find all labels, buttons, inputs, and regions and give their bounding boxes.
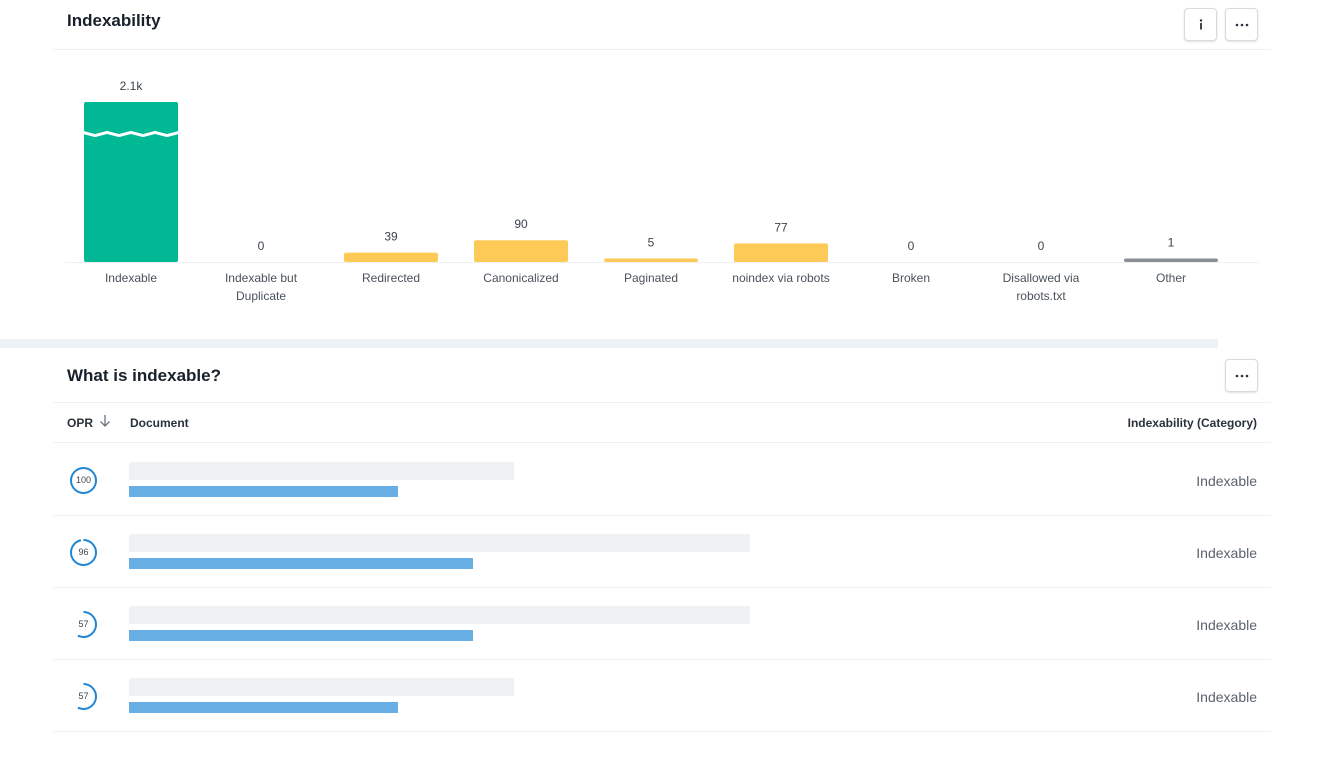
opr-score-ring: 96 xyxy=(69,538,98,567)
section-divider xyxy=(0,339,1218,348)
category-label-8: Other xyxy=(1156,271,1186,285)
document-title-placeholder xyxy=(129,534,750,552)
document-url-link[interactable] xyxy=(129,486,398,497)
opr-score-ring: 57 xyxy=(69,610,98,639)
document-title-placeholder xyxy=(129,678,514,696)
table-header-bar: What is indexable? xyxy=(53,348,1271,403)
bar-8[interactable] xyxy=(1124,258,1218,263)
category-label-2: Redirected xyxy=(362,271,420,285)
value-label-1: 0 xyxy=(258,239,265,253)
opr-value: 100 xyxy=(75,475,92,485)
indexability-chart: 2.1k Indexable 0 Indexable but Duplicate 39 Re… xyxy=(53,50,1271,338)
info-icon xyxy=(1199,19,1203,30)
category-label-5: noindex via robots xyxy=(732,271,829,285)
value-label-2: 39 xyxy=(384,230,398,244)
table-row[interactable]: 96 Indexable xyxy=(53,516,1271,588)
indexability-category-cell: Indexable xyxy=(1196,689,1257,705)
axis-break-mark xyxy=(82,130,180,138)
table-more-button[interactable] xyxy=(1225,359,1258,392)
document-column-header[interactable]: Document xyxy=(130,416,189,430)
category-label-0: Indexable xyxy=(105,271,157,285)
value-label-3: 90 xyxy=(514,217,528,231)
document-url-link[interactable] xyxy=(129,558,473,569)
opr-value: 57 xyxy=(78,619,89,629)
table-row[interactable]: 57 Indexable xyxy=(53,588,1271,660)
opr-value: 57 xyxy=(78,691,89,701)
indexability-card: Indexability 2.1k Indexable 0 Indexable but… xyxy=(53,0,1271,338)
indexability-bar-chart: 2.1k Indexable 0 Indexable but Duplicate 39 Re… xyxy=(65,79,1259,303)
table-title: What is indexable? xyxy=(67,366,221,385)
document-title-placeholder xyxy=(129,462,514,480)
bar-5[interactable] xyxy=(734,243,828,262)
value-label-4: 5 xyxy=(648,236,655,250)
indexability-category-cell: Indexable xyxy=(1196,617,1257,633)
document-url-link[interactable] xyxy=(129,630,473,641)
bar-4[interactable] xyxy=(604,258,698,263)
table-row[interactable]: 100 Indexable xyxy=(53,444,1271,516)
opr-header-label: OPR xyxy=(67,416,94,430)
indexability-category-cell: Indexable xyxy=(1196,545,1257,561)
document-title-placeholder xyxy=(129,606,750,624)
info-button[interactable] xyxy=(1184,8,1217,41)
opr-score-ring: 100 xyxy=(69,466,98,495)
opr-column-header[interactable]: OPR xyxy=(67,403,111,443)
category-label-6: Broken xyxy=(892,271,930,285)
value-label-6: 0 xyxy=(908,239,915,253)
indexability-more-button[interactable] xyxy=(1225,8,1258,41)
document-url-link[interactable] xyxy=(129,702,398,713)
table-row[interactable]: 57 Indexable xyxy=(53,660,1271,732)
arrow-down-icon xyxy=(99,403,111,443)
bar-0[interactable] xyxy=(84,102,178,262)
value-label-8: 1 xyxy=(1168,236,1175,250)
value-label-7: 0 xyxy=(1038,239,1045,253)
category-label-4: Paginated xyxy=(624,271,678,285)
opr-score-ring: 57 xyxy=(69,682,98,711)
table-column-headers: OPR Document Indexability (Category) xyxy=(53,403,1271,443)
indexability-header: Indexability xyxy=(53,0,1271,50)
category-label-7-line-1: robots.txt xyxy=(1016,289,1066,303)
more-horizontal-icon xyxy=(1235,23,1249,27)
category-label-7-line-0: Disallowed via xyxy=(1003,271,1080,285)
category-column-header[interactable]: Indexability (Category) xyxy=(1127,416,1257,430)
indexability-title: Indexability xyxy=(67,11,161,30)
value-label-5: 77 xyxy=(774,220,788,234)
category-label-1-line-0: Indexable but xyxy=(225,271,298,285)
indexability-category-cell: Indexable xyxy=(1196,473,1257,489)
what-is-indexable-card: What is indexable? OPR Document Indexabi… xyxy=(53,348,1271,732)
opr-value: 96 xyxy=(78,547,89,557)
more-horizontal-icon xyxy=(1235,374,1249,378)
category-label-1-line-1: Duplicate xyxy=(236,289,286,303)
bar-2[interactable] xyxy=(344,252,438,262)
value-label-0: 2.1k xyxy=(120,79,144,93)
bar-3[interactable] xyxy=(474,240,568,262)
category-label-3: Canonicalized xyxy=(483,271,558,285)
